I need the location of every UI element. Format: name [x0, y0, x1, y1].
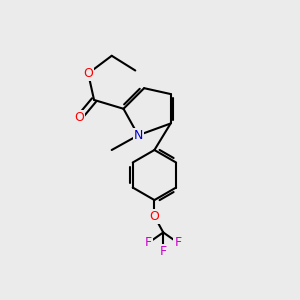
- Text: O: O: [83, 67, 93, 80]
- Text: O: O: [74, 111, 84, 124]
- Text: O: O: [149, 210, 159, 223]
- Text: F: F: [160, 245, 167, 258]
- Text: F: F: [145, 236, 152, 249]
- Text: F: F: [174, 236, 182, 249]
- Text: N: N: [134, 129, 143, 142]
